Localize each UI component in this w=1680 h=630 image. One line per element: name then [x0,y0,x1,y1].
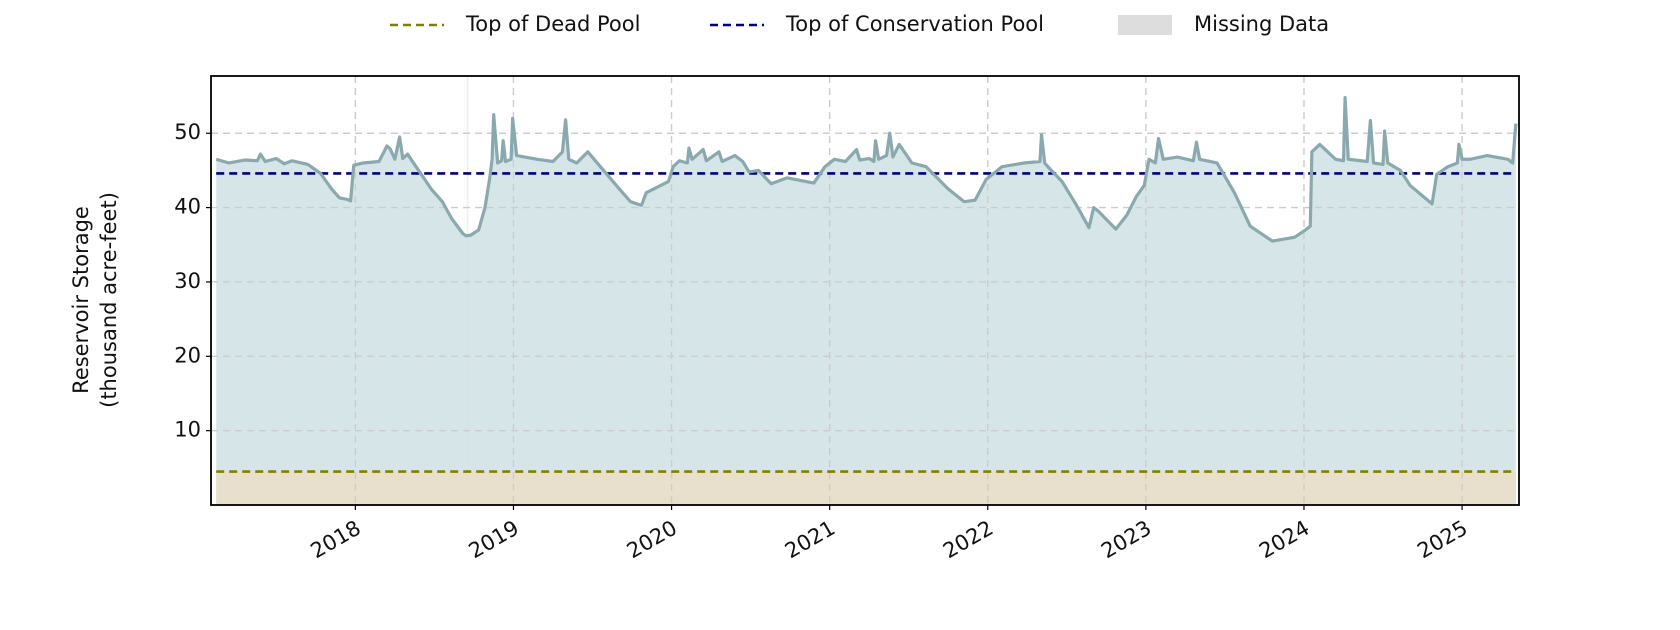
y-tick-label: 20 [174,343,201,367]
y-tick-label: 30 [174,269,201,293]
y-axis-label: Reservoir Storage [69,206,93,394]
x-tick-label: 2024 [1255,516,1313,564]
missing-span [466,76,469,505]
x-tick-label: 2018 [307,516,365,564]
y-tick-label: 50 [174,120,201,144]
x-tick-label: 2023 [1097,516,1155,564]
y-tick-label: 40 [174,195,201,219]
x-tick-label: 2021 [781,516,839,564]
x-tick-label: 2025 [1413,516,1471,564]
plot-frame [210,75,1520,506]
storage-line [215,95,1518,243]
legend-label: Top of Conservation Pool [785,12,1044,36]
legend-label: Top of Dead Pool [465,12,640,36]
dead-pool-area [216,471,1516,505]
storage-area [216,97,1516,505]
y-axis-label: (thousand acre-feet) [97,192,121,408]
x-tick-label: 2020 [623,516,681,564]
legend-swatch [1118,15,1172,35]
x-tick-label: 2022 [939,516,997,564]
legend-label: Missing Data [1194,12,1329,36]
plot-area [211,76,1519,505]
y-tick-label: 10 [174,418,201,442]
x-tick-label: 2019 [465,516,523,564]
